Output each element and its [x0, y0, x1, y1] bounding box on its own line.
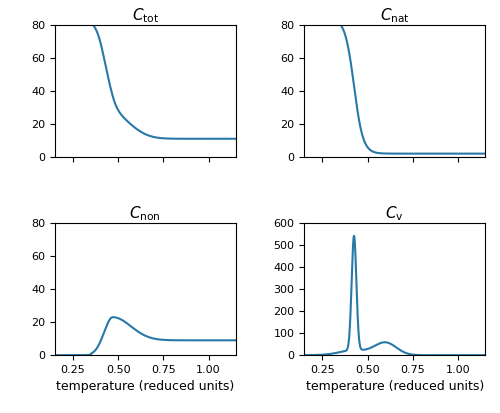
X-axis label: temperature (reduced units): temperature (reduced units): [306, 380, 484, 394]
Title: $C_\mathrm{non}$: $C_\mathrm{non}$: [130, 204, 161, 223]
Title: $C_\mathrm{nat}$: $C_\mathrm{nat}$: [380, 6, 410, 25]
Title: $C_\mathrm{v}$: $C_\mathrm{v}$: [386, 204, 404, 223]
Title: $C_\mathrm{tot}$: $C_\mathrm{tot}$: [132, 6, 159, 25]
X-axis label: temperature (reduced units): temperature (reduced units): [56, 380, 234, 394]
